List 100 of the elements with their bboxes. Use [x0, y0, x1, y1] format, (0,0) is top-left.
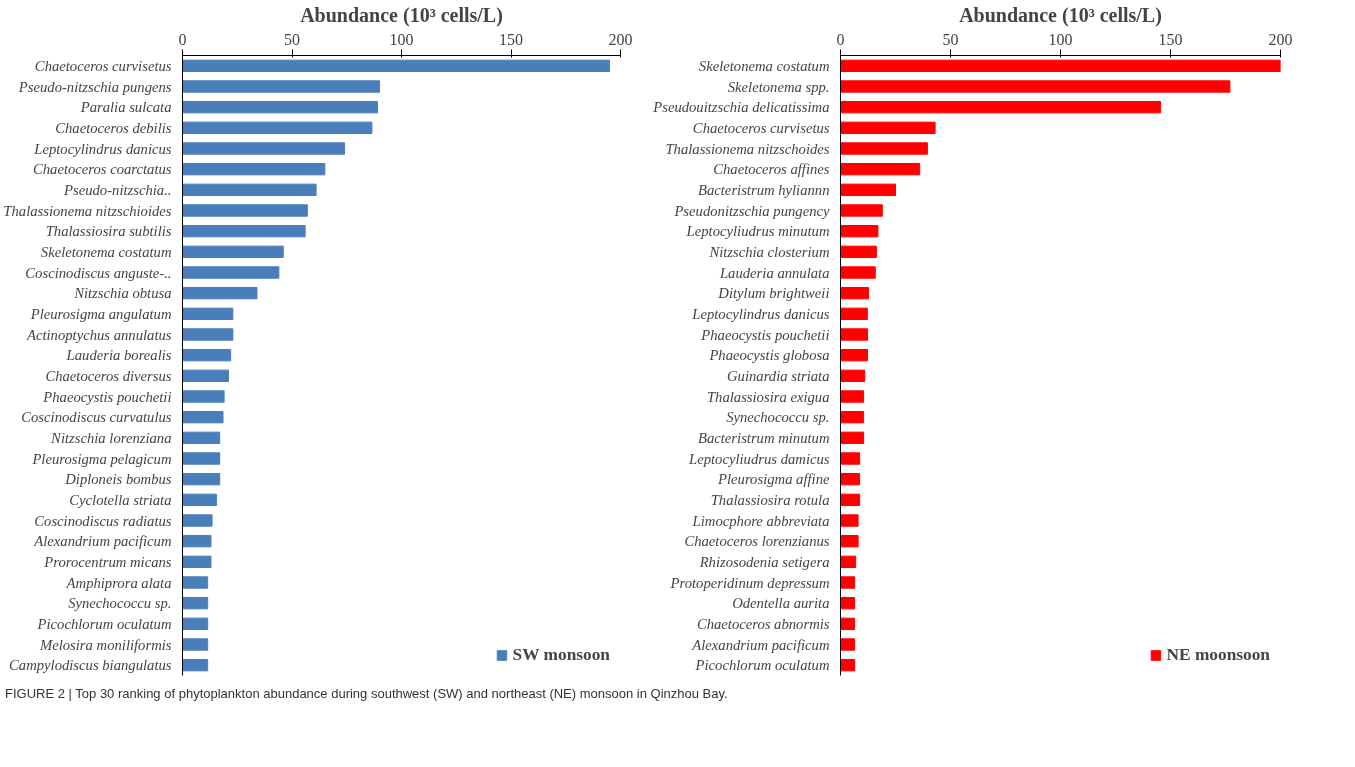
x-axis-title: Abundance (10³ cells/L): [300, 3, 503, 27]
y-tick-label: Chaetoceros curvisetus: [692, 119, 830, 136]
bar: [182, 266, 280, 279]
legend-label: NE moonsoon: [1166, 645, 1270, 665]
bar: [182, 369, 229, 383]
y-tick-label: Phaeocystis pouchetii: [42, 388, 172, 405]
bar: [182, 328, 234, 341]
bar: [840, 596, 856, 610]
bar: [840, 328, 869, 341]
bar: [182, 514, 213, 527]
y-tick-label: Melosira moniliformis: [38, 636, 172, 653]
caption: FIGURE 2 | Top 30 ranking of phytoplankton abundance during southwest (SW) and northeast (NE) monsoon in Qinzhou Bay.: [5, 685, 728, 703]
y-tick-label: Thalassionema nitzschoides: [665, 140, 830, 157]
y-tick-label: Amphiprora alata: [65, 574, 172, 591]
bar: [182, 286, 258, 300]
bar: [840, 410, 865, 424]
bar: [182, 472, 221, 486]
bar: [182, 183, 317, 197]
y-tick-label: Pseudo-nitzschia pungens: [17, 78, 172, 95]
bar: [840, 162, 921, 176]
bar: [182, 555, 212, 569]
bar: [182, 307, 234, 321]
y-tick-label: Leptocyliudrus damicus: [688, 450, 830, 467]
bar: [840, 472, 861, 486]
bar: [182, 431, 221, 445]
y-tick-label: Paralia sulcata: [79, 99, 172, 116]
bar: [182, 390, 225, 403]
y-tick-label: Pleurosigma pelagicum: [31, 450, 172, 467]
bar: [182, 245, 284, 259]
bar: [840, 204, 883, 217]
bar: [840, 286, 869, 300]
bar: [840, 658, 856, 672]
bar: [840, 638, 856, 651]
bar: [840, 534, 859, 548]
x-tick-label: 200: [1268, 30, 1293, 48]
bar: [840, 142, 928, 155]
bar: [840, 555, 857, 569]
x-tick-label: 50: [284, 30, 300, 48]
y-tick-label: Chaetoceros curvisetus: [34, 57, 172, 74]
bar: [840, 183, 896, 197]
x-tick-label: 50: [942, 30, 959, 48]
bar: [840, 514, 859, 527]
bar: [182, 121, 373, 135]
y-tick-label: Alexandrium pacificum: [33, 533, 172, 550]
bar: [840, 369, 866, 383]
y-tick-label: Synechococcu sp.: [68, 595, 172, 612]
bar: [840, 80, 1231, 93]
bar: [840, 576, 856, 589]
y-tick-label: Limocphore abbreviata: [691, 512, 830, 529]
bar: [840, 452, 861, 465]
y-tick-label: Coscinodiscus curvatulus: [21, 409, 172, 426]
bar: [182, 348, 232, 362]
y-tick-label: Pseudo-nitzschia..: [63, 181, 172, 198]
x-axis-title: Abundance (10³ cells/L): [959, 3, 1162, 27]
bar: [182, 80, 381, 93]
y-tick-label: Thalassiosira subtilis: [45, 223, 172, 240]
y-tick-label: Picochlorum oculatum: [36, 615, 172, 632]
bar: [840, 493, 861, 507]
y-tick-label: Skeletonema costatum: [698, 57, 830, 74]
bar: [182, 59, 611, 73]
y-tick-label: Cyclotella striata: [69, 491, 172, 508]
y-tick-label: Actinoptychus annulatus: [25, 326, 172, 343]
bar: [840, 245, 877, 259]
y-tick-label: Chaetoceros diversus: [45, 367, 172, 384]
y-tick-label: Chaetoceros affines: [713, 161, 830, 178]
bar: [840, 431, 865, 445]
bar: [182, 452, 221, 465]
y-tick-label: Bacteristrum hyliannn: [698, 181, 830, 198]
bar: [182, 493, 217, 507]
y-tick-label: Leptocyliudrus minutum: [685, 223, 830, 240]
y-tick-label: Pseudonitzschia pungency: [673, 202, 830, 219]
y-tick-label: Guinardia striata: [727, 367, 830, 384]
y-tick-label: Chaetoceros lorenzianus: [684, 533, 830, 550]
bar: [182, 100, 378, 114]
bar: [840, 390, 865, 403]
bar: [840, 59, 1281, 73]
bar: [182, 638, 209, 651]
bar: [182, 142, 346, 155]
y-tick-label: Diploneis bombus: [64, 471, 172, 488]
bar: [182, 596, 209, 610]
bar: [840, 307, 868, 321]
bar: [182, 617, 209, 631]
x-tick-label: 150: [1158, 30, 1183, 48]
y-tick-label: Picochlorum oculatum: [694, 657, 830, 674]
bar: [840, 617, 856, 631]
y-tick-label: Coscinodiscus anguste-..: [25, 264, 172, 281]
y-tick-label: Thalassiosira exigua: [706, 388, 830, 405]
y-tick-label: Rhizosodenia setigera: [698, 553, 830, 570]
bar: [182, 576, 209, 589]
y-tick-label: Lauderia annulata: [718, 264, 830, 281]
y-tick-label: Nitzschia obtusa: [73, 285, 172, 302]
y-tick-label: Synechococcu sp.: [726, 409, 830, 426]
y-tick-label: Chaetoceros abnormis: [696, 615, 830, 632]
y-tick-label: Leptocylindrus danicus: [33, 140, 172, 157]
x-tick-label: 0: [178, 30, 187, 48]
y-tick-label: Leptocylindrus danicus: [691, 305, 830, 322]
bar: [840, 100, 1162, 114]
y-tick-label: Ditylum brightweii: [717, 285, 830, 302]
y-tick-label: Lauderia borealis: [65, 347, 172, 364]
y-tick-label: Nitzschia lorenziana: [50, 429, 172, 446]
